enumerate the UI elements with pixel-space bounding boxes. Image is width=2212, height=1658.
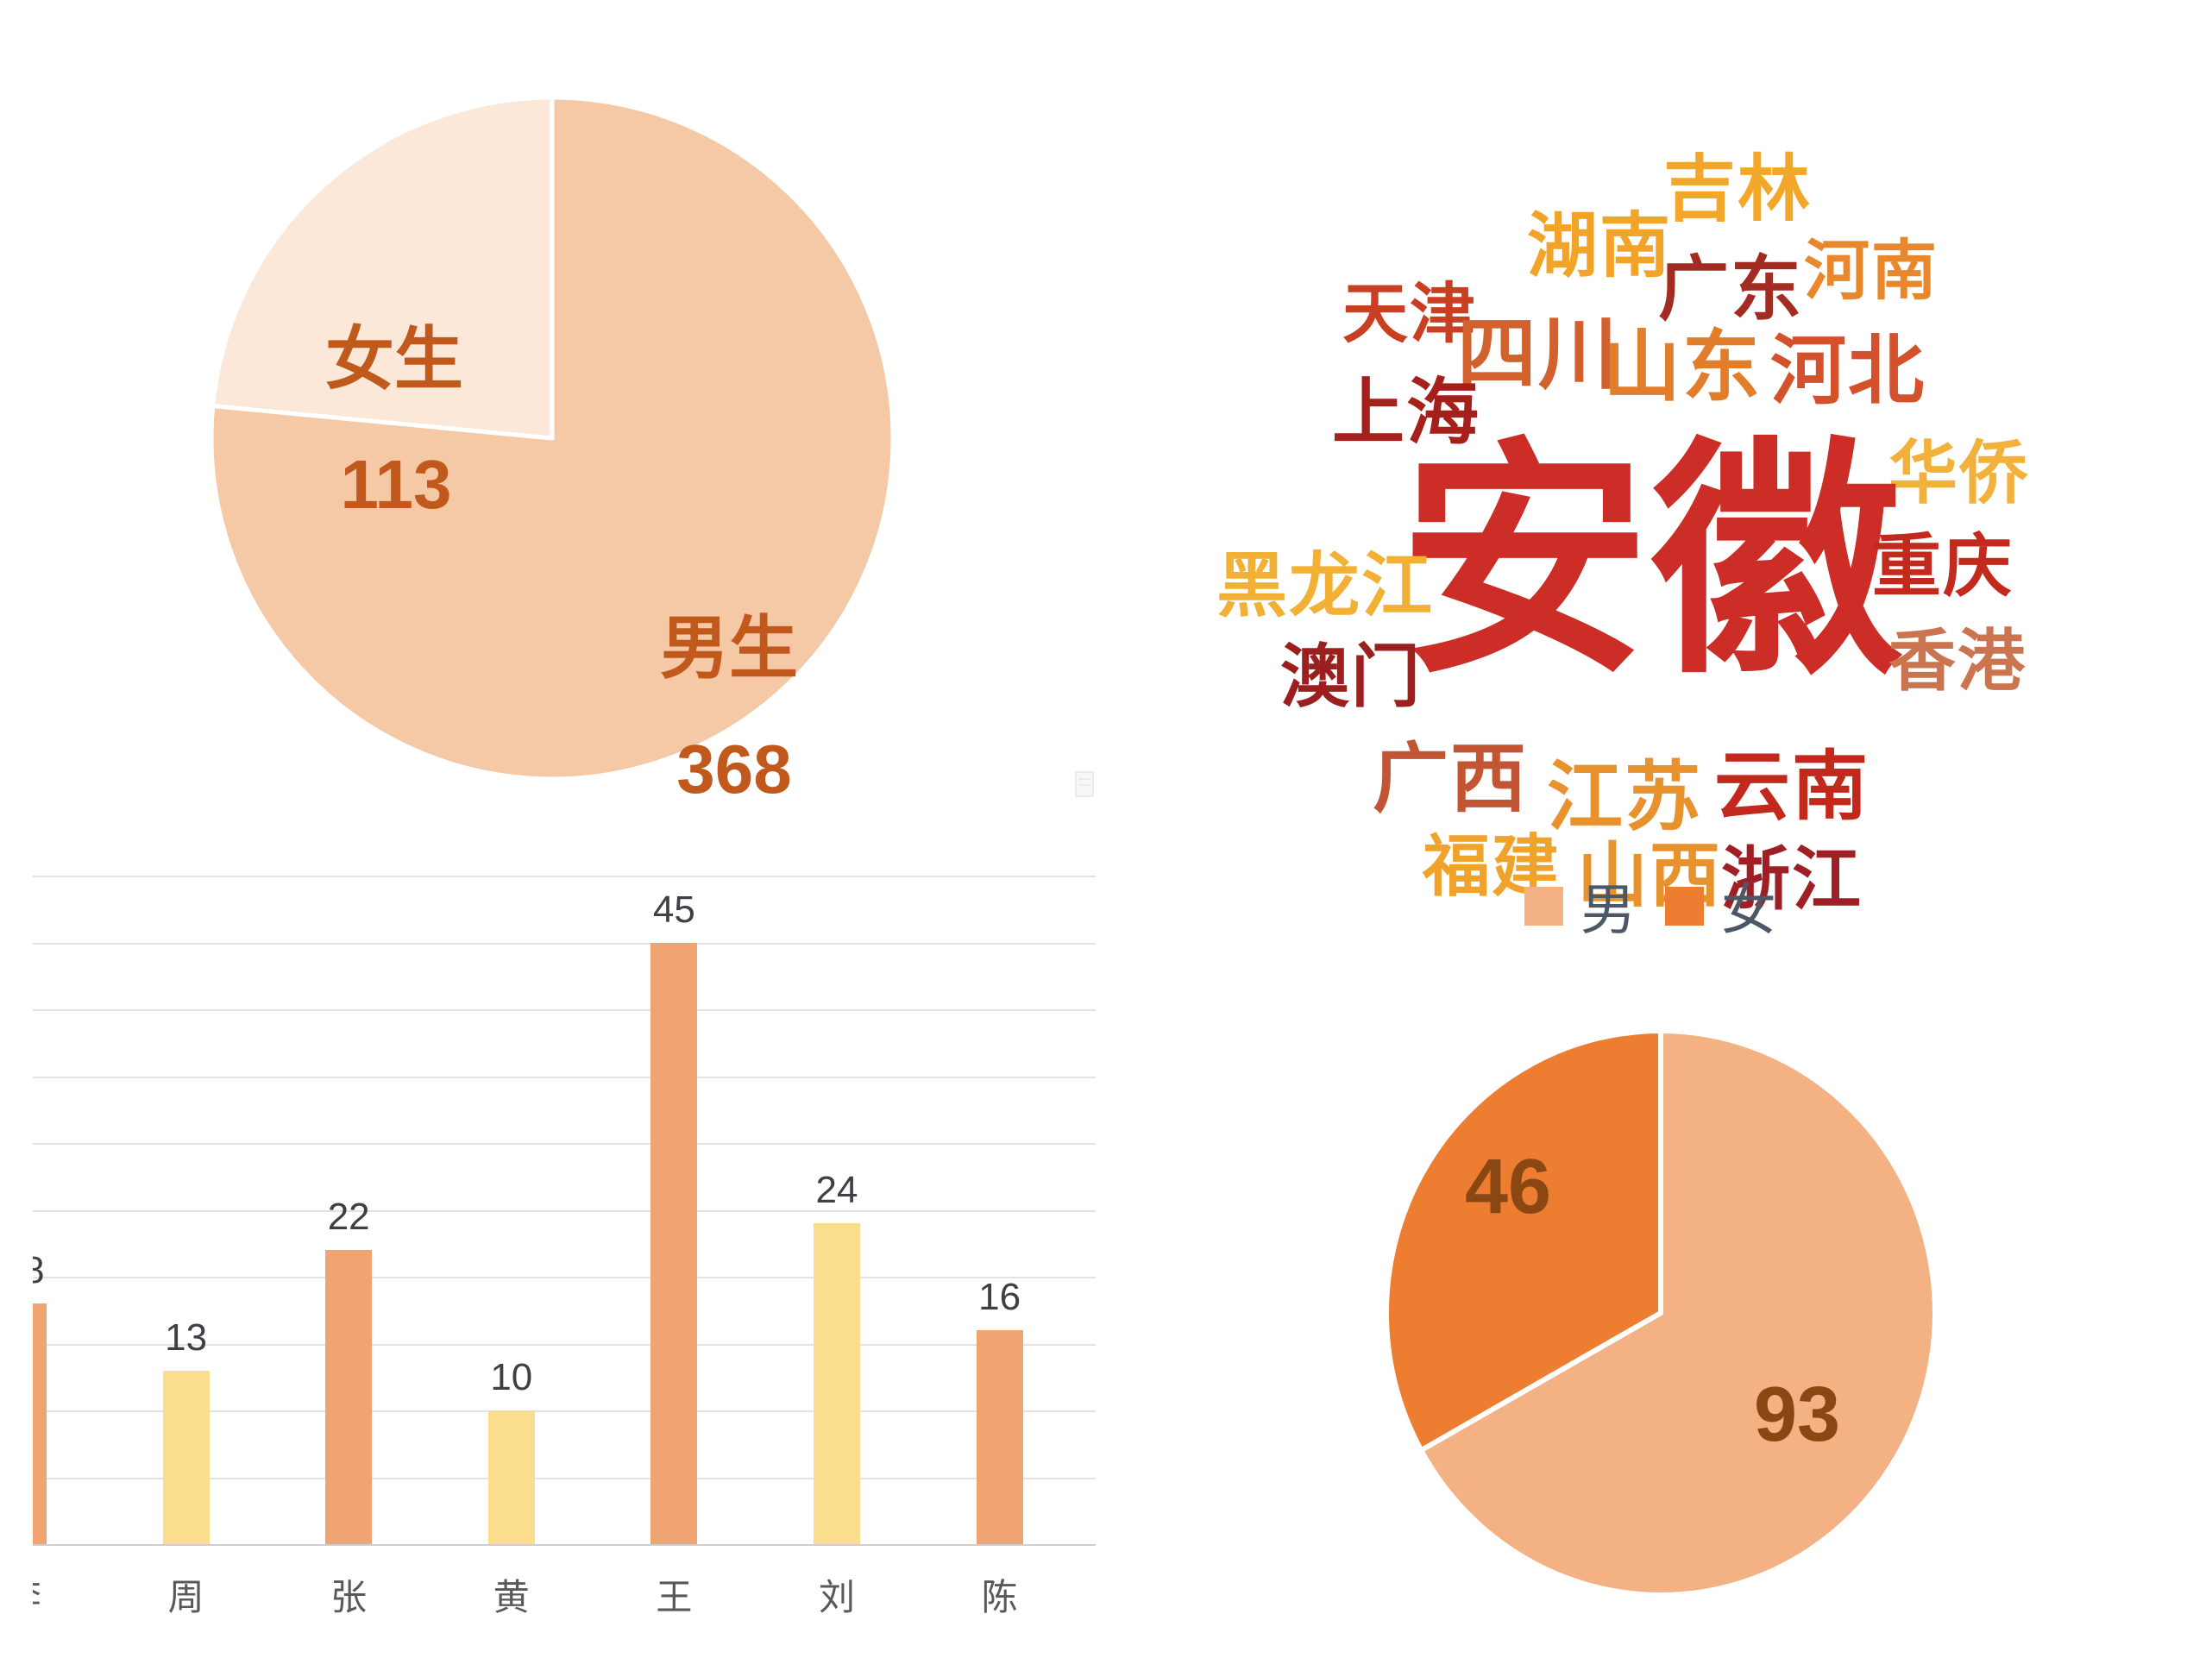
female-swatch-icon: [1665, 886, 1704, 926]
pie-sample-male-value: 93: [1753, 1372, 1841, 1458]
x-axis-line: [0, 1544, 1096, 1546]
male-swatch-icon: [1524, 886, 1563, 926]
cloud-word: 上海: [1331, 372, 1481, 453]
bar-刘[interactable]: [814, 1223, 860, 1544]
pie-total-male-value: 368: [676, 731, 792, 807]
cloud-word: 吉林: [1662, 148, 1813, 229]
pie-total-male-label: 男生: [660, 610, 798, 687]
cloud-word: 天津: [1342, 278, 1477, 351]
cloud-word: 四川: [1456, 311, 1620, 399]
pie-total-female-label: 女生: [325, 321, 463, 398]
legend-item-male[interactable]: 男: [1524, 866, 1636, 945]
cloud-word: 华侨: [1888, 435, 2030, 512]
bar-黄[interactable]: [487, 1410, 535, 1544]
sample-pie-legend: 男 女: [1524, 866, 1776, 945]
gridline: [0, 876, 1096, 877]
legend-male-label: 男: [1580, 880, 1636, 941]
bar-周[interactable]: [162, 1370, 210, 1544]
cloud-word: 浙江: [1721, 841, 1863, 918]
pie-sample-slice-1[interactable]: [1383, 1028, 1663, 1454]
gridline: [0, 1410, 1096, 1412]
pie-sample-slice-0[interactable]: [1418, 1028, 1938, 1598]
bar-陈[interactable]: [976, 1330, 1023, 1544]
gridline: [0, 1209, 1096, 1212]
bar-category-label: 刘: [818, 1577, 856, 1617]
pie-sample-female-value: 46: [1464, 1144, 1552, 1230]
bar-value-label: 10: [490, 1356, 533, 1398]
gridline: [0, 1143, 1096, 1145]
bar-value-label: 16: [978, 1276, 1021, 1318]
gridline: [0, 1076, 1096, 1078]
bar-category-label: 黄: [493, 1577, 530, 1617]
cloud-word: 安徽: [1399, 423, 1903, 702]
cloud-word: 黑龙江: [1216, 547, 1435, 625]
gridline: [0, 1277, 1096, 1278]
cloud-word: 湖南: [1526, 207, 1673, 286]
bar-value-label: 24: [815, 1169, 858, 1211]
pie-total-slice-1[interactable]: [211, 95, 555, 441]
bar-category-label: 周: [167, 1577, 204, 1617]
cloud-word: 江苏: [1546, 754, 1703, 839]
cloud-word: 山东: [1603, 324, 1762, 411]
cloud-word: 广西: [1372, 736, 1529, 821]
cloud-word: 香港: [1888, 623, 2027, 699]
bar-category-label: 王: [656, 1577, 693, 1617]
gridline: [0, 1009, 1096, 1011]
bar-张[interactable]: [325, 1250, 373, 1544]
bar-value-label: 22: [327, 1196, 370, 1238]
cloud-word: 广东: [1657, 250, 1804, 329]
cloud-word: 河南: [1804, 235, 1939, 308]
gridline: [0, 1343, 1096, 1346]
bar-value-label: 13: [165, 1316, 208, 1359]
faint-placeholder-icon: [1075, 771, 1094, 797]
cloud-word: 云南: [1713, 744, 1870, 829]
cloud-word: 重庆: [1872, 528, 2014, 605]
bar-category-label: 陈: [981, 1577, 1018, 1617]
legend-item-female[interactable]: 女: [1665, 866, 1776, 945]
cloud-word: 澳门: [1280, 638, 1422, 715]
cloud-word: 河北: [1769, 328, 1926, 413]
gridline: [0, 1477, 1096, 1479]
bar-value-label: 45: [652, 888, 695, 931]
legend-female-label: 女: [1721, 880, 1776, 941]
gridline: [0, 942, 1096, 945]
left-clip-overlay: [0, 850, 33, 1658]
bar-王[interactable]: [650, 942, 698, 1544]
bar-category-label: 张: [330, 1577, 368, 1617]
pie-total-female-value: 113: [340, 446, 452, 523]
